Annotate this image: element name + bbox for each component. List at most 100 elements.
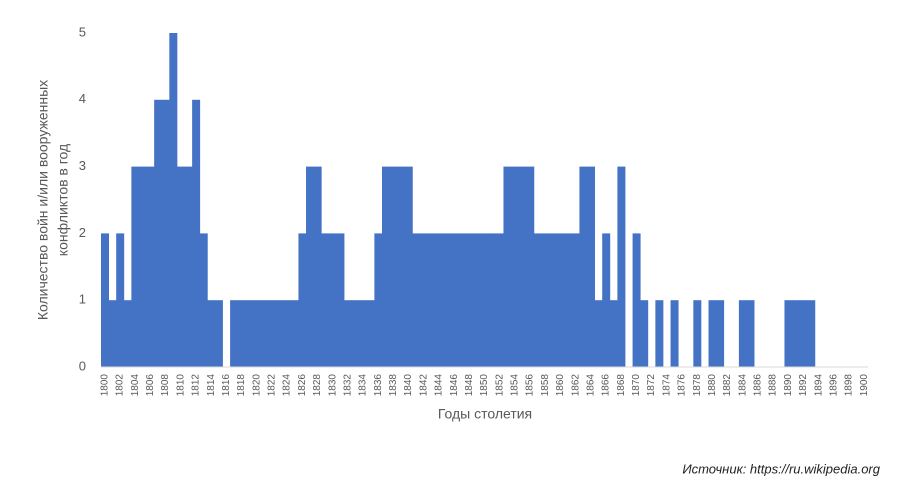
bar <box>230 300 239 367</box>
bar <box>533 233 542 367</box>
x-tick-label: 1894 <box>813 374 824 397</box>
bar <box>344 300 353 367</box>
bar <box>511 166 520 367</box>
bar <box>306 166 315 367</box>
bar <box>169 33 178 367</box>
bar <box>116 233 125 367</box>
x-tick-label: 1868 <box>616 374 627 397</box>
y-axis-title: Количество войн и/или вооруженных <box>35 80 51 320</box>
x-tick-label: 1848 <box>464 374 475 397</box>
bar <box>397 166 406 367</box>
bar <box>488 233 497 367</box>
bar <box>192 99 201 368</box>
bar <box>708 300 717 367</box>
bar <box>450 233 459 367</box>
x-tick-label: 1838 <box>388 374 399 397</box>
x-tick-label: 1840 <box>403 374 414 397</box>
x-tick-label: 1888 <box>768 374 779 397</box>
x-axis-title: Годы столетия <box>438 406 532 422</box>
bar <box>207 300 216 367</box>
x-tick-label: 1860 <box>555 374 566 397</box>
x-tick-label: 1866 <box>601 374 612 397</box>
bar <box>784 300 793 367</box>
x-tick-label: 1874 <box>661 374 672 397</box>
bar <box>556 233 565 367</box>
bar <box>184 166 193 367</box>
x-tick-label: 1850 <box>479 374 490 397</box>
x-tick-label: 1890 <box>783 374 794 397</box>
x-tick-label: 1828 <box>312 374 323 397</box>
bar <box>313 166 322 367</box>
x-tick-label: 1818 <box>236 374 247 397</box>
bar <box>602 233 611 367</box>
x-tick-label: 1854 <box>510 374 521 397</box>
bar <box>473 233 482 367</box>
x-tick-label: 1814 <box>206 374 217 397</box>
x-tick-label: 1808 <box>160 374 171 397</box>
bar <box>199 233 208 367</box>
bar <box>161 99 170 368</box>
bar <box>655 300 664 367</box>
bar <box>275 300 284 367</box>
bar <box>321 233 330 367</box>
bar <box>693 300 702 367</box>
x-tick-label: 1800 <box>99 374 110 397</box>
x-tick-label: 1870 <box>631 374 642 397</box>
bar <box>108 300 117 367</box>
bar <box>268 300 277 367</box>
x-tick-label: 1852 <box>494 374 505 397</box>
x-tick-label: 1806 <box>145 374 156 397</box>
x-tick-label: 1802 <box>115 374 126 397</box>
x-tick-label: 1816 <box>221 374 232 397</box>
x-tick-label: 1882 <box>722 374 733 397</box>
bar <box>245 300 254 367</box>
x-tick-label: 1878 <box>692 374 703 397</box>
bar <box>716 300 725 367</box>
bar <box>435 233 444 367</box>
y-tick-label: 0 <box>79 358 86 373</box>
x-tick-label: 1876 <box>677 374 688 397</box>
x-tick-label: 1898 <box>844 374 855 397</box>
bar <box>549 233 558 367</box>
bar <box>480 233 489 367</box>
y-tick-label: 4 <box>79 91 86 106</box>
bar <box>412 233 421 367</box>
bar <box>131 166 140 367</box>
bar <box>670 300 679 367</box>
x-tick-label: 1844 <box>434 374 445 397</box>
bar <box>807 300 816 367</box>
y-axis-title: конфликтов в год <box>55 144 71 256</box>
x-tick-label: 1824 <box>282 374 293 397</box>
x-tick-label: 1830 <box>327 374 338 397</box>
bar <box>359 300 368 367</box>
x-tick-label: 1880 <box>707 374 718 397</box>
x-tick-label: 1812 <box>191 374 202 397</box>
x-tick-label: 1826 <box>297 374 308 397</box>
bar <box>427 233 436 367</box>
bar <box>419 233 428 367</box>
bar <box>564 233 573 367</box>
bar <box>541 233 550 367</box>
bar <box>214 300 223 367</box>
bar <box>154 99 163 368</box>
bar <box>138 166 147 367</box>
x-tick-label: 1884 <box>737 374 748 397</box>
x-tick-label: 1856 <box>525 374 536 397</box>
y-tick-label: 3 <box>79 158 86 173</box>
bar <box>632 233 641 367</box>
bar <box>374 233 383 367</box>
bar <box>146 166 155 367</box>
bar <box>381 166 390 367</box>
bar <box>298 233 307 367</box>
bar <box>571 233 580 367</box>
bar <box>518 166 527 367</box>
bar <box>792 300 801 367</box>
bar <box>640 300 649 367</box>
x-tick-label: 1820 <box>251 374 262 397</box>
bar <box>738 300 747 367</box>
x-tick-label: 1872 <box>646 374 657 397</box>
x-tick-label: 1862 <box>570 374 581 397</box>
x-tick-label: 1834 <box>358 374 369 397</box>
y-tick-label: 2 <box>79 225 86 240</box>
